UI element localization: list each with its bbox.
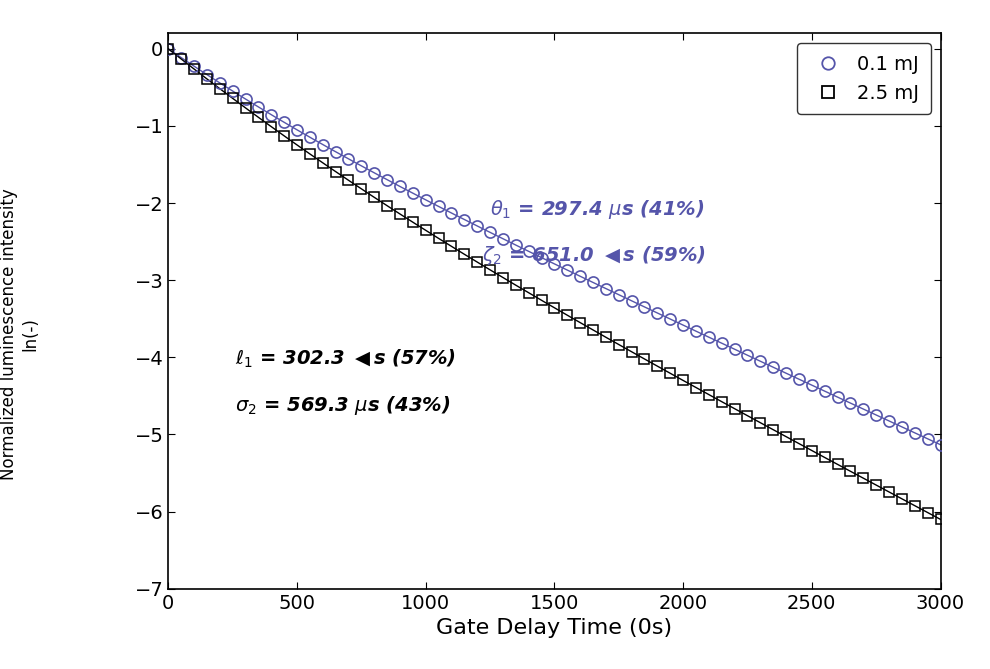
0.1 mJ: [317, 140, 329, 149]
2.5 mJ: [574, 318, 586, 326]
0.1 mJ: [433, 203, 445, 211]
0.1 mJ: [162, 45, 174, 53]
2.5 mJ: [935, 515, 946, 523]
0.1 mJ: [626, 297, 638, 305]
0.1 mJ: [574, 272, 586, 280]
2.5 mJ: [832, 460, 843, 468]
Text: $\zeta_2$ = 651.0 $\blacktriangleleft$s (59%): $\zeta_2$ = 651.0 $\blacktriangleleft$s …: [482, 244, 706, 267]
2.5 mJ: [317, 159, 329, 167]
0.1 mJ: [343, 155, 354, 163]
Text: $\sigma_2$ = 569.3 $\mu$s (43%): $\sigma_2$ = 569.3 $\mu$s (43%): [236, 394, 450, 417]
Text: $\theta_1$ = 297.4 $\mu$s (41%): $\theta_1$ = 297.4 $\mu$s (41%): [490, 197, 704, 221]
0.1 mJ: [832, 393, 843, 401]
Text: $\ell_1$ = 302.3 $\blacktriangleleft$s (57%): $\ell_1$ = 302.3 $\blacktriangleleft$s (…: [236, 348, 456, 371]
0.1 mJ: [935, 441, 946, 449]
2.5 mJ: [626, 348, 638, 356]
X-axis label: Gate Delay Time (0s): Gate Delay Time (0s): [437, 618, 672, 638]
2.5 mJ: [162, 45, 174, 53]
Line: 2.5 mJ: 2.5 mJ: [163, 44, 945, 524]
Legend: 0.1 mJ, 2.5 mJ: 0.1 mJ, 2.5 mJ: [797, 43, 931, 114]
Text: Normalized luminescence intensity
ln(-): Normalized luminescence intensity ln(-): [0, 189, 40, 480]
Line: 0.1 mJ: 0.1 mJ: [162, 43, 946, 450]
2.5 mJ: [433, 234, 445, 242]
2.5 mJ: [343, 176, 354, 184]
